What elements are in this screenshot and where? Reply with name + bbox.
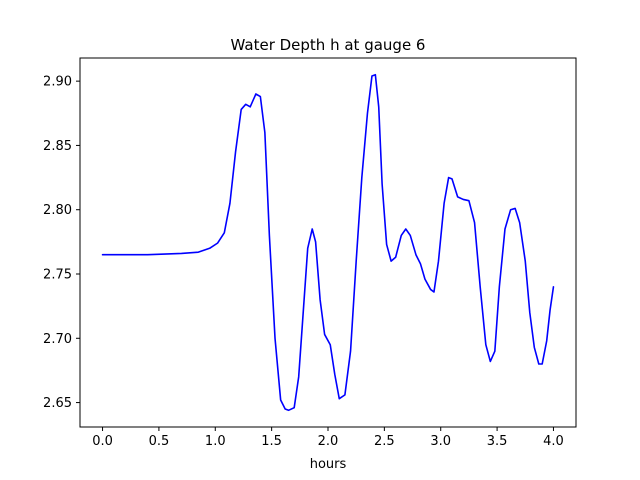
x-tick-label: 2.5: [374, 434, 395, 449]
y-tick-label: 2.80: [43, 203, 72, 218]
x-tick-label: 0.5: [149, 434, 170, 449]
y-tick-label: 2.65: [43, 396, 72, 411]
y-axis: 2.65 2.70 2.75 2.80 2.85 2.90: [43, 75, 80, 411]
chart-title: Water Depth h at gauge 6: [231, 36, 426, 54]
x-tick-label: 1.5: [261, 434, 282, 449]
x-tick-label: 1.0: [205, 434, 226, 449]
x-tick-label: 3.5: [487, 434, 508, 449]
x-tick-label: 0.0: [92, 434, 113, 449]
y-tick-label: 2.85: [43, 139, 72, 154]
axes-frame: [79, 57, 577, 428]
x-axis-label: hours: [310, 457, 347, 472]
x-tick-label: 2.0: [318, 434, 339, 449]
x-axis: 0.0 0.5 1.0 1.5 2.0 2.5 3.0 3.5 4.0: [92, 427, 564, 449]
series-line: [101, 73, 555, 412]
plot-area: [79, 57, 577, 428]
y-tick-label: 2.90: [43, 75, 72, 90]
y-tick-label: 2.75: [43, 268, 72, 283]
x-tick-label: 3.0: [430, 434, 451, 449]
y-tick-label: 2.70: [43, 332, 72, 347]
x-tick-label: 4.0: [543, 434, 564, 449]
